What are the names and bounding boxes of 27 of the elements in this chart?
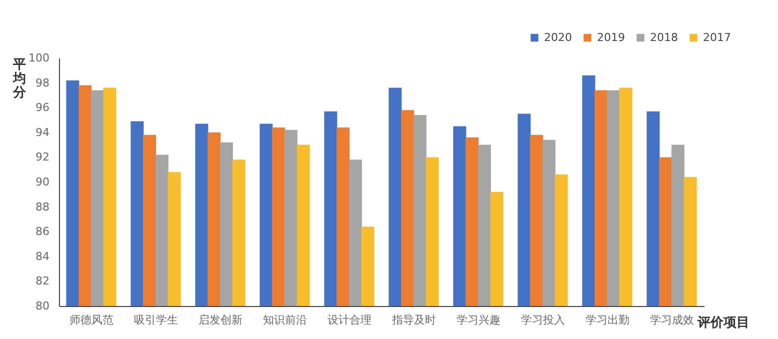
legend-label: 2020 (544, 30, 572, 44)
x-tick-label: 学习成效 (650, 314, 694, 326)
y-tick-label: 100 (28, 52, 50, 64)
y-tick-label: 96 (36, 101, 50, 114)
y-tick-label: 84 (36, 250, 50, 263)
y-tick-label: 90 (36, 176, 50, 188)
y-tick-label: 88 (36, 200, 50, 214)
x-tick-label: 启发创新 (198, 314, 242, 326)
y-tick-label: 94 (36, 126, 50, 139)
y-tick-label: 86 (36, 225, 50, 238)
x-tick-label: 设计合理 (327, 314, 372, 326)
x-tick-label: 学习投入 (520, 314, 565, 326)
legend-label: 2018 (650, 30, 678, 44)
y-tick-label: 98 (36, 76, 50, 90)
x-tick-label: 学习兴趣 (456, 314, 500, 326)
x-tick-label: 师德风范 (69, 314, 114, 326)
x-tick-label: 学习出勤 (585, 314, 630, 326)
y-tick-label: 80 (36, 300, 50, 312)
y-tick-label: 92 (36, 150, 50, 164)
legend-label: 2019 (597, 30, 625, 44)
y-tick-label: 82 (36, 274, 50, 288)
x-tick-label: 知识前沿 (262, 314, 307, 326)
legend-label: 2017 (703, 30, 731, 44)
y-axis-title: 平均分 (12, 58, 27, 100)
x-tick-label: 吸引学生 (134, 314, 178, 326)
x-tick-label: 指导及时 (390, 314, 436, 326)
x-axis-title: 评价项目 (696, 316, 750, 330)
